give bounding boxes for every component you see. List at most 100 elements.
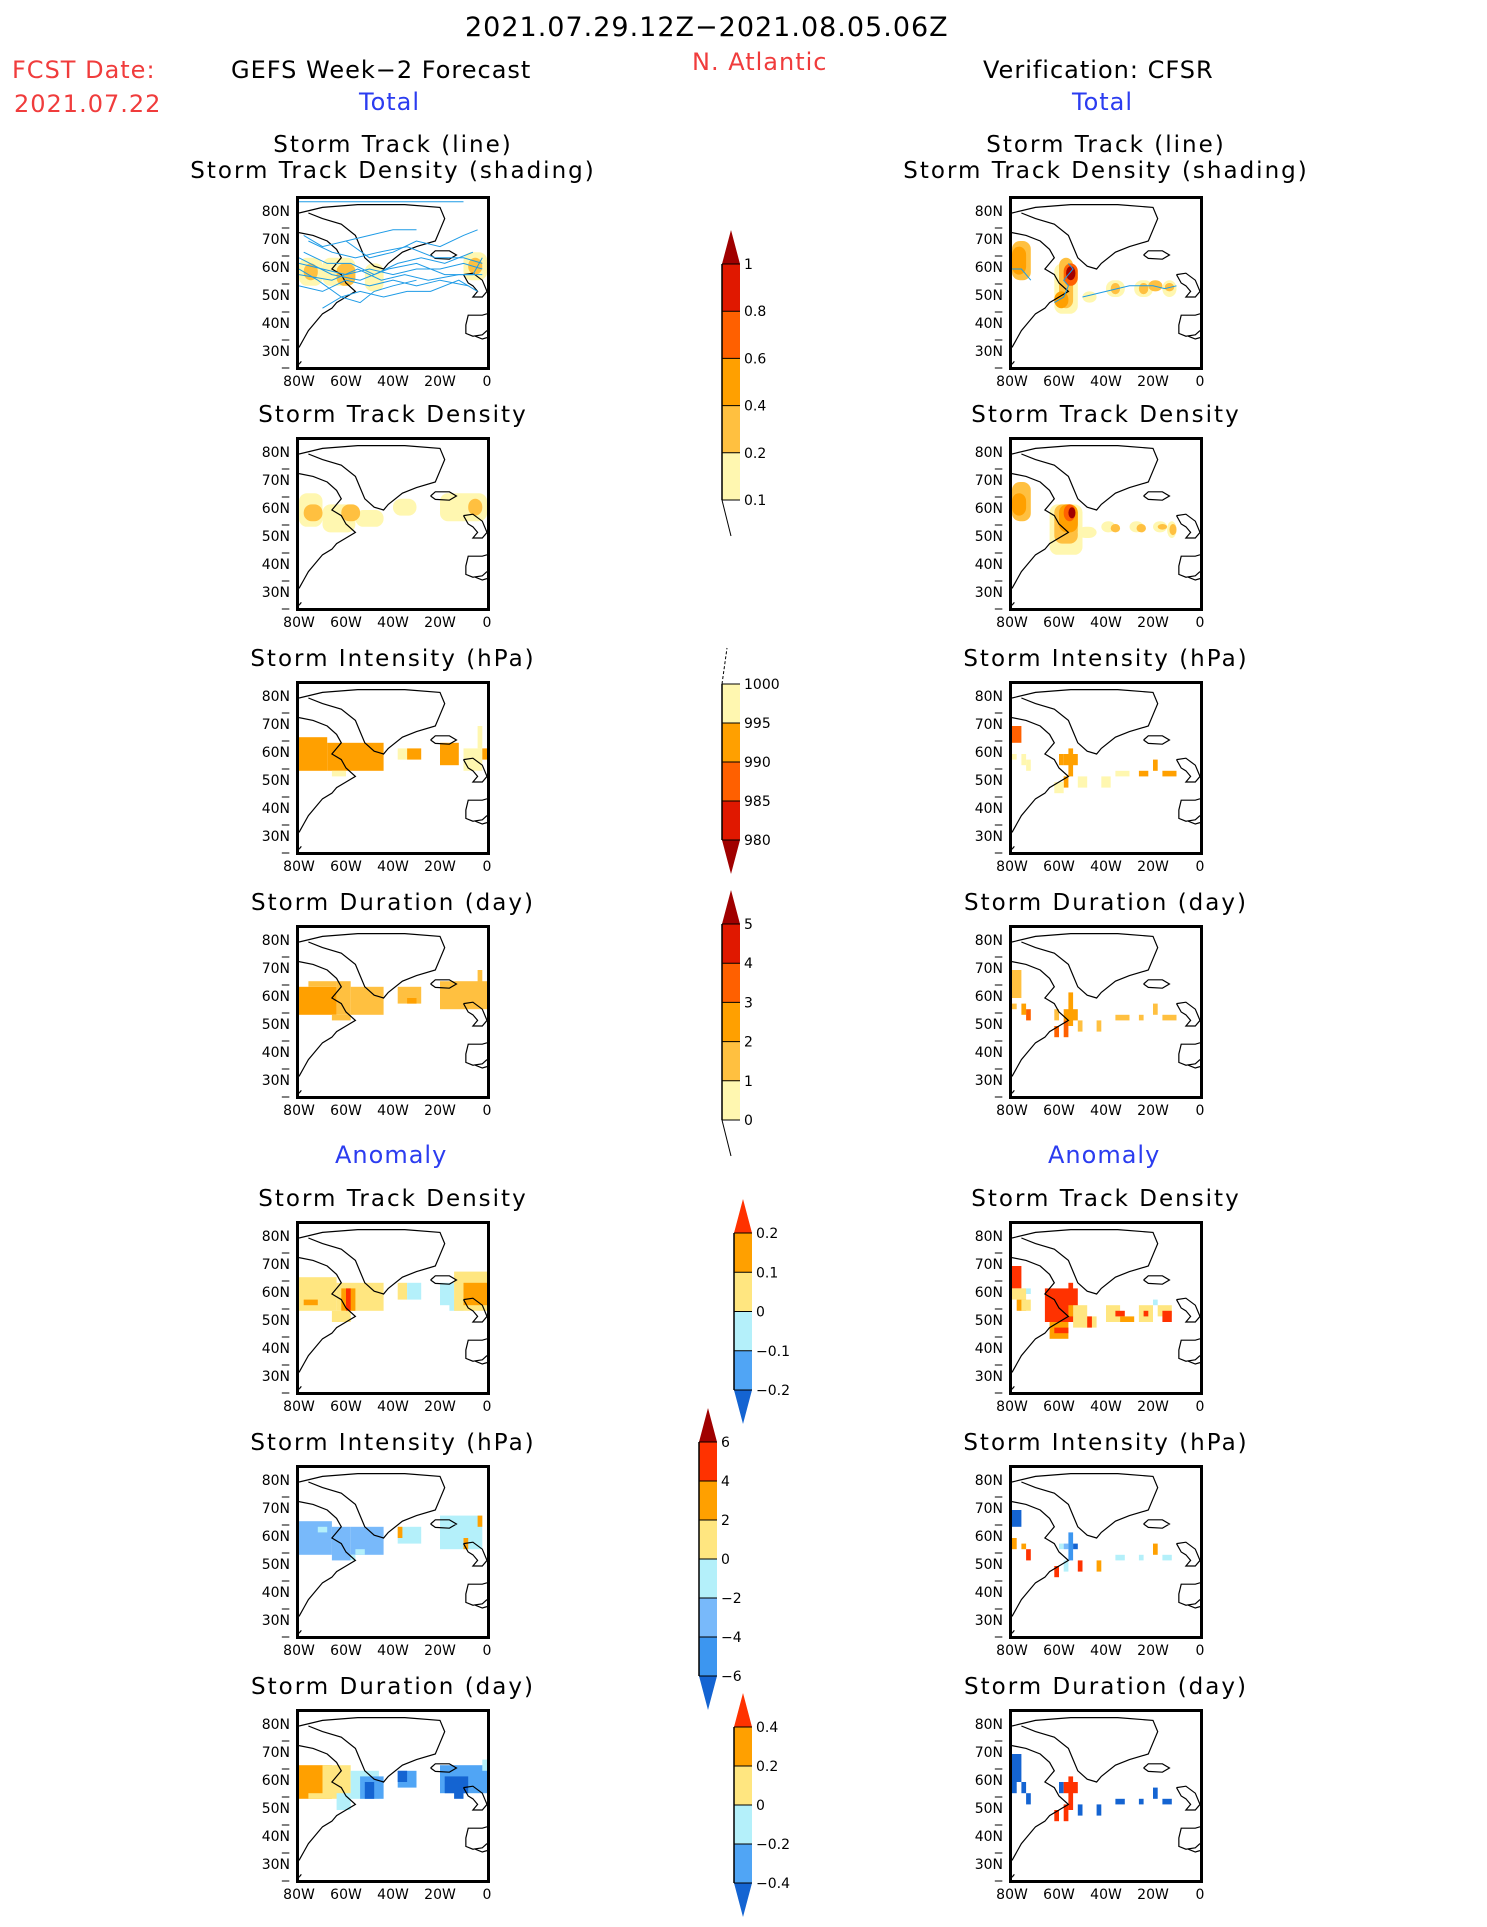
- lat-tick-label: 40N ‒: [261, 1829, 290, 1861]
- shading-cell: [1054, 1026, 1059, 1038]
- shading-cell: [1115, 1014, 1130, 1021]
- lat-tick-label: 30N ‒: [261, 344, 290, 376]
- shading-cell: [393, 498, 417, 516]
- colorbar-tick-label: 980: [744, 833, 771, 849]
- lon-tick-label: 20W: [1137, 1887, 1169, 1903]
- coastline: [1143, 735, 1171, 745]
- panel-title: Storm Duration (day): [964, 1674, 1248, 1700]
- coastline: [299, 1630, 302, 1634]
- coastline: [1175, 757, 1200, 783]
- colorbar-segment: [722, 801, 740, 840]
- colorbar: 0.1 0.2 0.4 0.6 0.8 1: [721, 224, 812, 544]
- lon-tick-label: 20W: [1137, 859, 1169, 875]
- coastline: [465, 798, 487, 822]
- shading-cell: [454, 1787, 464, 1799]
- shading-cell: [331, 1310, 351, 1322]
- lat-tick-label: 70N ‒: [261, 1501, 290, 1533]
- shading-cell: [1101, 776, 1111, 788]
- shading-cell: [1012, 246, 1027, 275]
- lat-tick-label: 60N ‒: [261, 260, 290, 292]
- lat-tick-label: 40N ‒: [261, 1045, 290, 1077]
- coastline: [1143, 979, 1171, 989]
- colorbar-segment: [722, 924, 740, 964]
- coastline: [1143, 1519, 1171, 1529]
- left-anomaly-label: Anomaly: [335, 1141, 448, 1169]
- shading-cell: [1153, 1003, 1158, 1015]
- lat-tick-label: 70N ‒: [974, 717, 1003, 749]
- colorbar-segment: [722, 762, 740, 801]
- coastline: [1178, 1042, 1200, 1066]
- panel-title: Storm Track Density: [258, 1186, 528, 1212]
- panel-title: Storm Intensity (hPa): [963, 646, 1249, 672]
- panel-title: Storm Duration (day): [964, 890, 1248, 916]
- lat-tick-label: 30N ‒: [974, 1369, 1003, 1401]
- coastline: [1175, 513, 1200, 539]
- lon-tick-label: 20W: [1137, 1643, 1169, 1659]
- shading-cell: [440, 742, 459, 766]
- map-plot: [1012, 688, 1200, 850]
- coastline: [1178, 1826, 1200, 1850]
- panel-title: Storm Track Density: [971, 402, 1241, 428]
- coastline: [475, 335, 487, 340]
- coastline: [1012, 602, 1015, 606]
- shading-cell: [1063, 1543, 1069, 1550]
- lat-tick-label: 70N ‒: [974, 961, 1003, 993]
- coastline: [299, 688, 446, 755]
- shading-cell: [1068, 1776, 1074, 1810]
- coastline: [1012, 1874, 1015, 1878]
- lat-tick-label: 60N ‒: [261, 1529, 290, 1561]
- map-plot: [299, 1716, 487, 1878]
- map-plot: [299, 932, 487, 1094]
- colorbar-tick-label: 2: [744, 1035, 753, 1051]
- lon-tick-label: 0: [482, 615, 492, 631]
- colorbar-tick-label: 0.8: [744, 304, 766, 320]
- shading-cell: [1162, 1798, 1172, 1805]
- shading-cell: [1021, 1782, 1027, 1794]
- lat-tick-label: 60N ‒: [974, 1529, 1003, 1561]
- shading-cell: [1016, 1299, 1027, 1311]
- shading-cell: [1096, 1560, 1102, 1572]
- colorbar-open-end: [721, 1119, 732, 1157]
- coastline: [430, 491, 458, 501]
- lat-tick-label: 50N ‒: [974, 529, 1003, 561]
- panel-title: Storm Track Density (shading): [190, 158, 596, 184]
- colorbar-segment: [734, 1233, 752, 1273]
- colorbar-tick-label: 6: [721, 1435, 730, 1451]
- lat-tick-label: 30N ‒: [261, 1369, 290, 1401]
- colorbar-tick-label: 4: [744, 956, 753, 972]
- lat-tick-label: 80N ‒: [261, 689, 290, 721]
- colorbar-tick-label: −0.2: [756, 1383, 790, 1399]
- shading-cell: [331, 770, 346, 777]
- colorbar-tick-label: 0: [756, 1305, 765, 1321]
- shading-cell: [1077, 776, 1088, 788]
- colorbar-tick-label: 0.2: [756, 1759, 778, 1775]
- lat-tick-label: 50N ‒: [974, 288, 1003, 320]
- left-column-title: GEFS Week−2 Forecast: [231, 56, 532, 84]
- shading-cell: [463, 748, 483, 771]
- coastline: [465, 313, 487, 337]
- shading-cell: [1012, 1782, 1017, 1794]
- coastline: [430, 1275, 458, 1285]
- shading-cell: [1021, 1543, 1027, 1550]
- shading-cell: [1012, 1266, 1022, 1289]
- lat-tick-label: 40N ‒: [261, 1585, 290, 1617]
- coastline: [1175, 1785, 1200, 1811]
- map-plot: [299, 444, 487, 606]
- colorbar-segment: [734, 1272, 752, 1312]
- shading-cell: [407, 998, 417, 1004]
- left-map-density-anom: [296, 1221, 490, 1395]
- shading-cell: [308, 981, 337, 987]
- coastline: [1012, 1716, 1159, 1783]
- lat-tick-label: 60N ‒: [974, 989, 1003, 1021]
- shading-cell: [303, 504, 323, 522]
- coastline: [299, 1228, 446, 1295]
- colorbar-segment: [699, 1520, 717, 1559]
- coastline: [462, 1297, 487, 1323]
- storm-track-line: [1054, 263, 1074, 304]
- shading-cell: [1021, 754, 1027, 766]
- lon-tick-label: 0: [1195, 1887, 1205, 1903]
- shading-cell: [1110, 283, 1121, 295]
- map-plot: [1012, 932, 1200, 1094]
- lat-tick-label: 80N ‒: [261, 1229, 290, 1261]
- coastline: [462, 513, 487, 539]
